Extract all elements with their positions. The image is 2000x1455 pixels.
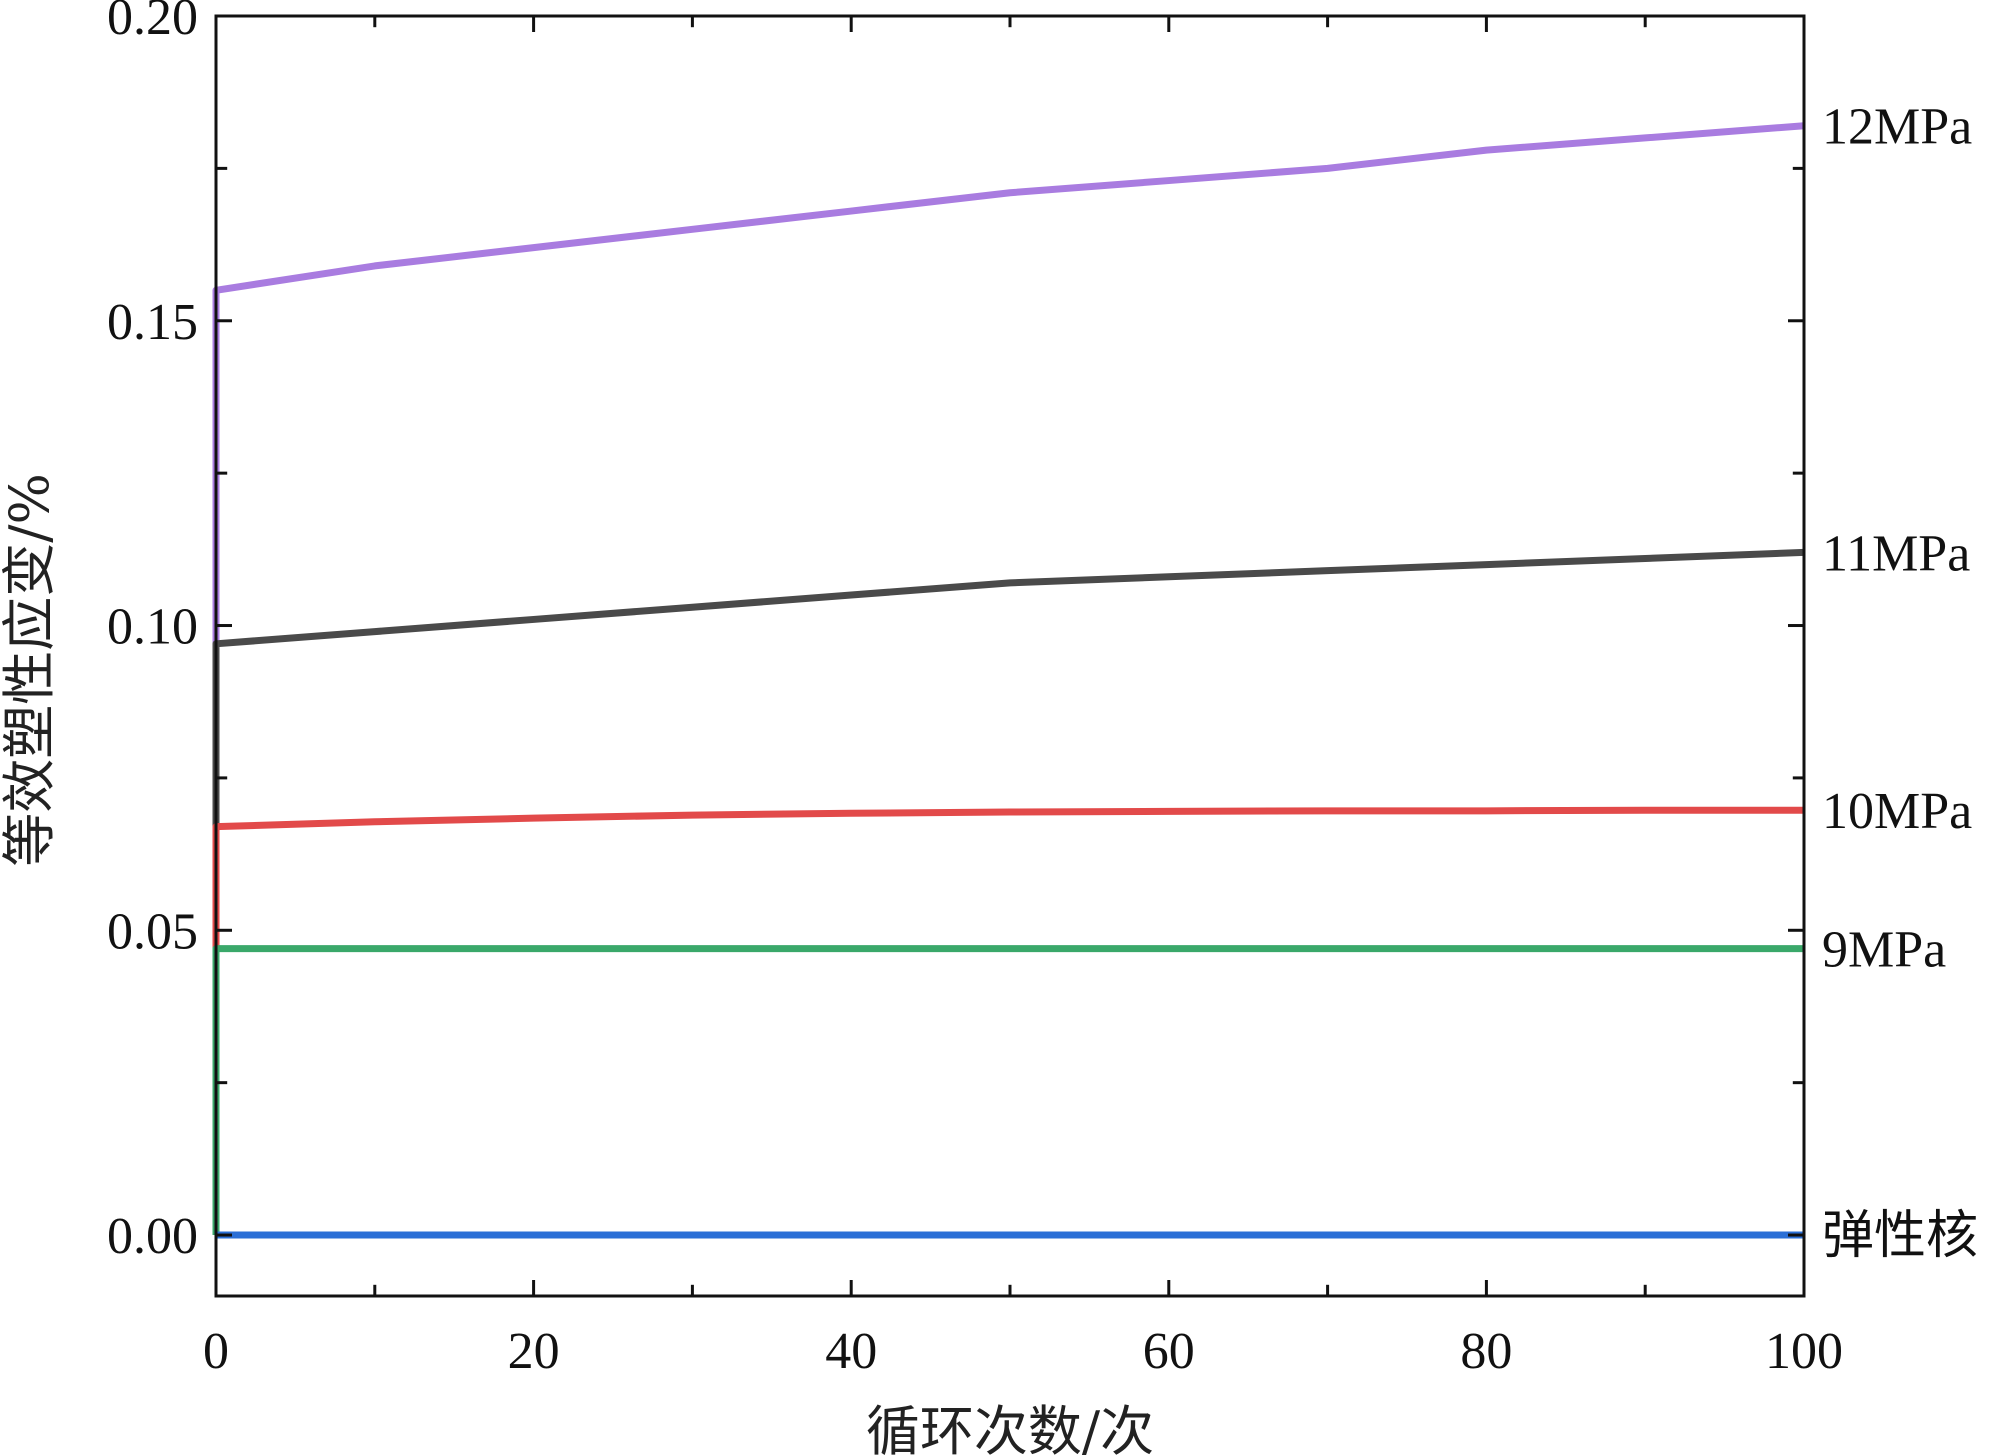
y-tick-label: 0.00 xyxy=(107,1208,198,1265)
plot-frame xyxy=(214,14,1806,1298)
series-line xyxy=(212,945,1804,1236)
series-label: 弹性核 xyxy=(1822,1208,1978,1265)
y-tick-labels: 0.00 0.05 0.10 0.15 0.20 xyxy=(107,0,198,1265)
series-line xyxy=(212,806,1804,1236)
x-tick-label: 0 xyxy=(203,1323,229,1380)
ticks-layer xyxy=(214,14,1806,1296)
y-tick-label: 0.05 xyxy=(107,903,198,960)
x-tick-label: 40 xyxy=(825,1323,877,1380)
series-line xyxy=(212,122,1805,1236)
series-line xyxy=(212,548,1805,1236)
x-tick-label: 60 xyxy=(1143,1323,1195,1380)
series-layer xyxy=(212,122,1805,1239)
series-label: 9MPa xyxy=(1822,922,1946,979)
x-tick-label: 100 xyxy=(1765,1323,1843,1380)
y-tick-label: 0.10 xyxy=(107,599,198,656)
x-axis-title: 循环次数/次 xyxy=(866,1400,1154,1455)
series-labels: 12MPa 11MPa 10MPa 9MPa 弹性核 xyxy=(1822,99,1978,1265)
y-tick-label: 0.15 xyxy=(107,294,198,351)
y-tick-label: 0.20 xyxy=(107,0,198,46)
x-tick-label: 20 xyxy=(508,1323,560,1380)
y-axis-title: 等效塑性应变/% xyxy=(0,473,61,867)
series-label: 11MPa xyxy=(1822,525,1970,582)
x-tick-label: 80 xyxy=(1460,1323,1512,1380)
series-label: 10MPa xyxy=(1822,783,1972,840)
series-label: 12MPa xyxy=(1822,99,1972,156)
x-tick-labels: 0 20 40 60 80 100 xyxy=(203,1323,1843,1380)
